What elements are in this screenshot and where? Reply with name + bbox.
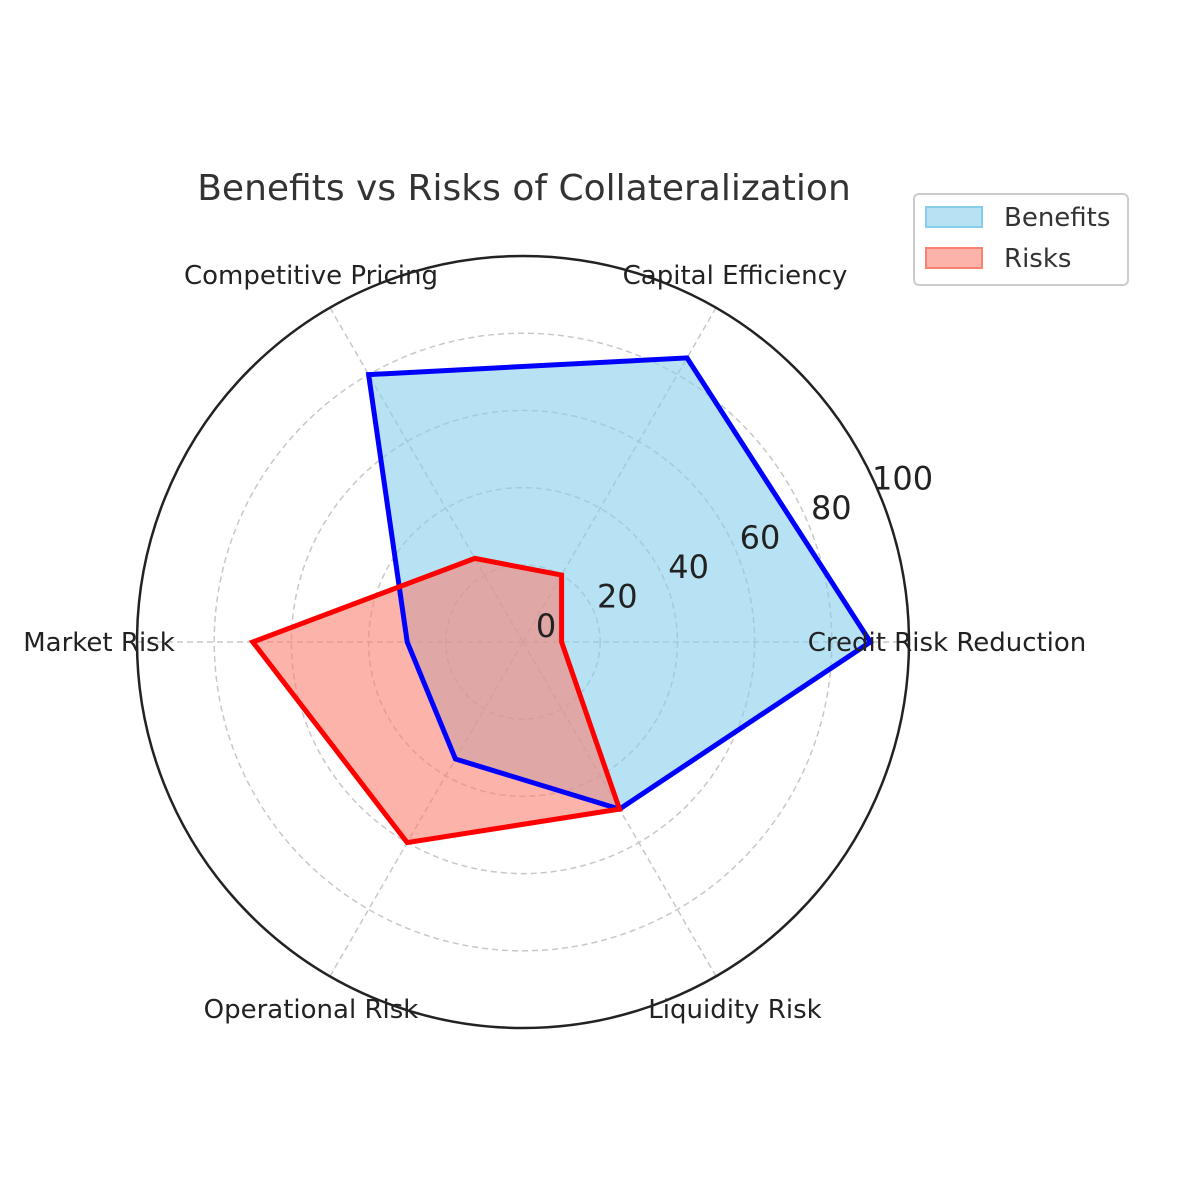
outer-frame	[135, 254, 911, 1030]
radial-tick-label: 80	[811, 489, 852, 527]
radial-tick-label: 20	[597, 578, 638, 616]
legend-label-benefits: Benefits	[1004, 203, 1110, 233]
radial-tick-label: 100	[872, 459, 933, 497]
legend-label-risks: Risks	[1004, 244, 1071, 274]
series-line-risks	[248, 555, 623, 846]
category-label: Market Risk	[23, 628, 175, 658]
radial-tick-label: 0	[536, 607, 556, 645]
category-labels: Credit Risk Reduction Capital Efficiency C…	[23, 261, 1086, 1025]
category-label: Credit Risk Reduction	[808, 628, 1087, 658]
legend: Benefits Risks	[913, 193, 1129, 286]
radial-tick-label: 60	[740, 518, 781, 556]
radial-tick-labels: 0 20 40 60 80 100	[536, 459, 933, 645]
legend-swatch-benefits	[925, 206, 983, 228]
category-label: Liquidity Risk	[648, 995, 821, 1025]
radial-tick-label: 40	[668, 548, 709, 586]
series-layer	[248, 355, 874, 846]
category-label: Operational Risk	[204, 995, 419, 1025]
chart-title: Benefits vs Risks of Collateralization	[197, 168, 851, 209]
series-fill-risks	[252, 558, 620, 843]
category-label: Competitive Pricing	[184, 261, 438, 291]
legend-swatch-risks	[925, 247, 983, 269]
category-label: Capital Efficiency	[623, 261, 848, 291]
